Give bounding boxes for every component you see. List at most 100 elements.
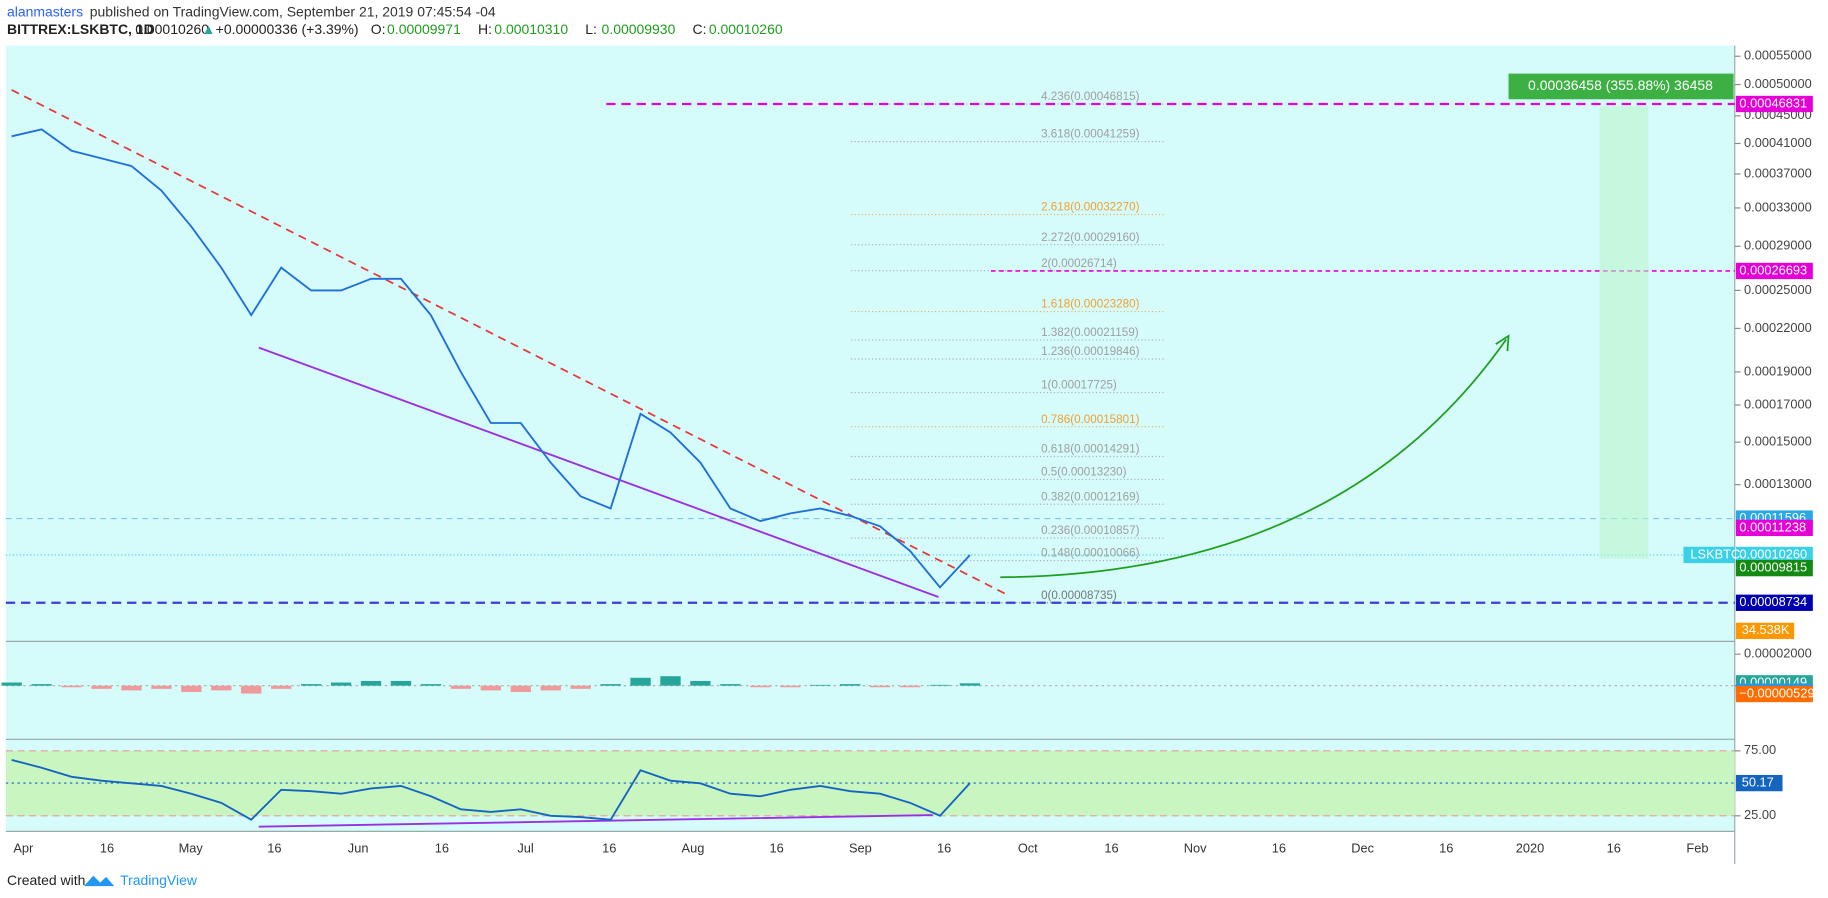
macd-histogram-bar bbox=[151, 685, 172, 689]
projection-arrow bbox=[1000, 338, 1507, 579]
macd-histogram-bar bbox=[660, 676, 681, 686]
fib-label: 0.148(0.00010066) bbox=[1041, 547, 1140, 560]
macd-histogram-bar bbox=[720, 684, 741, 686]
macd-histogram-bar bbox=[360, 680, 382, 686]
x-tick-label: Aug bbox=[682, 840, 705, 855]
rsi-divergence-line bbox=[258, 814, 933, 828]
trendline-support bbox=[258, 346, 939, 598]
fib-label: 0.786(0.00015801) bbox=[1041, 413, 1140, 426]
fib-label: 0.382(0.00012169) bbox=[1041, 490, 1140, 503]
author: alanmasters bbox=[7, 4, 83, 20]
ohlc-value: 0.00009971 bbox=[387, 21, 461, 37]
macd-histogram-bar bbox=[780, 685, 801, 688]
fib-label: 1.236(0.00019846) bbox=[1041, 345, 1140, 358]
y-tick-label: 0.00050000 bbox=[1744, 76, 1812, 91]
arrow-head bbox=[1495, 334, 1510, 352]
macd-histogram-bar bbox=[540, 685, 561, 691]
x-tick-label: Feb bbox=[1686, 840, 1708, 855]
ohlc-label: L: bbox=[585, 21, 597, 37]
y-tick-label: 0.00017000 bbox=[1744, 396, 1812, 411]
volume-badge: 34.538K bbox=[1742, 622, 1790, 637]
price-badge-label: −0.00000529 bbox=[1739, 685, 1814, 700]
fib-label: 1.382(0.00021159) bbox=[1041, 326, 1139, 339]
macd-histogram-bar bbox=[211, 685, 232, 691]
macd-histogram-bar bbox=[241, 685, 262, 694]
price-badge-label: 0.00026693 bbox=[1739, 262, 1807, 277]
ohlc-label: C: bbox=[692, 21, 706, 37]
macd-histogram-bar bbox=[420, 684, 442, 686]
measure-label: 0.00036458 (355.88%) 36458 bbox=[1528, 77, 1713, 93]
macd-histogram-bar bbox=[61, 685, 82, 688]
macd-histogram-bar bbox=[600, 684, 621, 686]
x-tick-label: 16 bbox=[1607, 840, 1621, 855]
ohlc-value: 0.00010260 bbox=[709, 21, 783, 37]
y-tick-label: 0.00002000 bbox=[1744, 646, 1812, 661]
y-tick-label: 0.00019000 bbox=[1744, 363, 1812, 378]
price-badge-label: 0.00009815 bbox=[1739, 560, 1807, 575]
fib-label: 0.5(0.00013230) bbox=[1041, 466, 1127, 479]
x-tick-label: 16 bbox=[267, 840, 281, 855]
x-tick-label: Jun bbox=[348, 840, 369, 855]
macd-histogram-bar bbox=[959, 683, 981, 686]
x-tick-label: 16 bbox=[1272, 840, 1286, 855]
macd-histogram-bar bbox=[810, 684, 831, 686]
macd-histogram-bar bbox=[929, 684, 951, 686]
x-tick-label: Nov bbox=[1184, 840, 1207, 855]
x-tick-label: Oct bbox=[1018, 840, 1038, 855]
macd-histogram-bar bbox=[91, 685, 112, 689]
price-badge-label: 0.00008734 bbox=[1739, 594, 1807, 609]
y-tick-label: 0.00022000 bbox=[1744, 320, 1812, 335]
fib-label: 3.618(0.00041259) bbox=[1041, 128, 1140, 141]
price-badge bbox=[1735, 559, 1813, 577]
trendline-resistance bbox=[11, 89, 1006, 595]
macd-histogram-bar bbox=[570, 685, 591, 689]
ohlc-label: H: bbox=[478, 21, 492, 37]
rsi-badge: 50.17 bbox=[1742, 774, 1774, 789]
macd-histogram-bar bbox=[450, 685, 472, 689]
x-tick-label: 16 bbox=[435, 840, 449, 855]
price-badge bbox=[1735, 262, 1813, 280]
price-badge-label: 0.00046831 bbox=[1739, 95, 1807, 110]
macd-histogram-bar bbox=[330, 682, 352, 686]
price-line bbox=[11, 128, 971, 589]
y-tick-label: 0.00013000 bbox=[1744, 476, 1812, 491]
macd-histogram-bar bbox=[31, 684, 52, 686]
macd-histogram-bar bbox=[899, 685, 921, 688]
last-price: 0.00010260 bbox=[135, 21, 209, 37]
price-badge bbox=[1735, 546, 1813, 564]
ohlc-value: 0.00010310 bbox=[494, 21, 568, 37]
y-tick-label: 0.00033000 bbox=[1744, 199, 1812, 214]
x-tick-label: 16 bbox=[1439, 840, 1453, 855]
fib-label: 0.236(0.00010857) bbox=[1041, 524, 1140, 537]
macd-histogram-bar bbox=[630, 677, 651, 686]
y-tick-label: 75.00 bbox=[1744, 742, 1776, 757]
measure-box bbox=[1508, 73, 1734, 100]
rsi-line bbox=[11, 759, 971, 821]
x-tick-label: Sep bbox=[849, 840, 872, 855]
macd-histogram-bar bbox=[480, 685, 501, 691]
footer-brand: TradingView bbox=[120, 872, 198, 888]
rsi-badge-bg bbox=[1735, 774, 1783, 792]
macd-histogram-bar bbox=[690, 680, 711, 686]
price-badge bbox=[1735, 519, 1813, 537]
y-tick-label: 0.00055000 bbox=[1744, 48, 1812, 63]
price-badge bbox=[1735, 594, 1813, 611]
fib-label: 2(0.00026714) bbox=[1041, 257, 1117, 270]
y-tick-label: 25.00 bbox=[1744, 807, 1776, 822]
fib-label: 0(0.00008735) bbox=[1041, 589, 1117, 602]
footer-text: Created with bbox=[7, 872, 85, 888]
y-tick-label: 0.00029000 bbox=[1744, 238, 1812, 253]
y-tick-label: 0.00037000 bbox=[1744, 165, 1812, 180]
measure-zone bbox=[1599, 106, 1649, 559]
fib-label: 0.618(0.00014291) bbox=[1041, 443, 1140, 456]
macd-histogram-bar bbox=[181, 685, 202, 692]
price-badge-label: 0.00010260 bbox=[1739, 546, 1807, 561]
macd-histogram-bar bbox=[750, 685, 771, 688]
macd-histogram-bar bbox=[510, 685, 531, 692]
price-badge bbox=[1735, 685, 1813, 703]
fib-label: 1.618(0.00023280) bbox=[1041, 298, 1140, 311]
x-tick-label: 16 bbox=[602, 840, 616, 855]
x-tick-label: 2020 bbox=[1516, 840, 1545, 855]
macd-histogram-bar bbox=[869, 685, 891, 688]
